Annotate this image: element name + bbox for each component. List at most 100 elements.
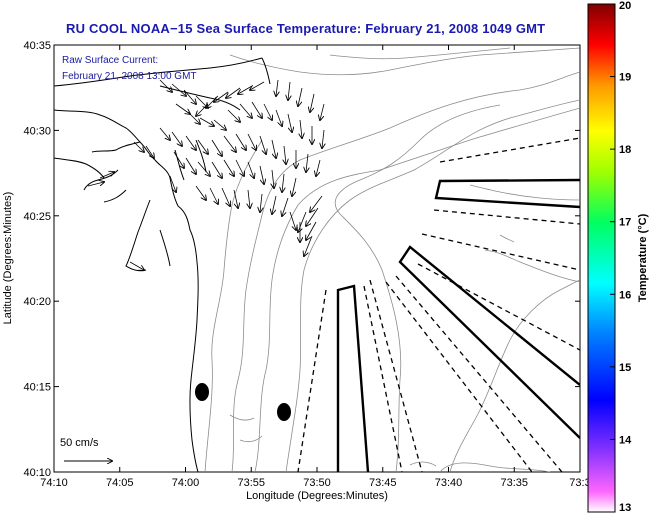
current-vector (304, 235, 313, 256)
y-axis-label: Latitude (Degrees:Minutes) (2, 192, 14, 325)
current-vector (300, 119, 302, 138)
current-vector (211, 139, 222, 156)
x-axis-label: Longitude (Degrees:Minutes) (246, 490, 388, 502)
current-vector (284, 145, 286, 164)
current-vector (195, 185, 206, 200)
current-vector (235, 133, 246, 150)
current-vector (250, 81, 265, 90)
current-vector (227, 109, 240, 122)
y-tick-label: 40:20 (23, 296, 51, 308)
current-vector (133, 141, 144, 152)
current-vector (173, 151, 184, 168)
current-vector (171, 83, 186, 96)
colorbar-tick-label: 16 (619, 289, 631, 301)
current-vector (316, 159, 321, 176)
x-tick-label: 74:10 (40, 477, 68, 489)
current-vector (310, 93, 315, 112)
current-vector (292, 177, 297, 196)
current-info-label: Raw Surface Current: (62, 55, 158, 66)
current-vector (239, 103, 252, 118)
y-tick-label: 40:30 (23, 125, 51, 137)
current-vector (248, 189, 250, 208)
current-vector (263, 103, 272, 120)
colorbar-label: Temperature (°C) (637, 213, 649, 302)
x-tick-label: 73:35 (500, 477, 528, 489)
current-vector (235, 159, 244, 176)
current-vector (276, 79, 278, 96)
y-tick-label: 40:35 (23, 40, 51, 52)
current-vector (233, 189, 238, 208)
current-vector (282, 173, 284, 192)
current-vector (271, 139, 276, 158)
x-tick-label: 73:40 (435, 477, 463, 489)
colorbar-tick-label: 18 (619, 144, 631, 156)
current-vector (169, 175, 176, 192)
current-vector (288, 81, 290, 100)
current-vector (213, 119, 226, 130)
current-vector (306, 207, 319, 226)
current-vector (259, 135, 266, 154)
current-vector (320, 103, 325, 120)
bathymetry-contours (204, 47, 580, 472)
x-tick-label: 74:05 (106, 477, 134, 489)
current-vector (272, 169, 274, 188)
colorbar (587, 3, 616, 513)
plot-area (53, 44, 581, 473)
current-vector (259, 165, 264, 184)
current-vector (223, 159, 234, 176)
current-vector (187, 111, 200, 124)
x-axis-ticks: 74:10 74:05 74:00 73:55 73:50 73:45 73:40 73:35… (40, 45, 591, 489)
coastline (54, 57, 271, 472)
current-vector (209, 187, 218, 204)
station-marker (195, 383, 209, 401)
current-vector (306, 221, 317, 240)
survey-sectors (297, 137, 580, 472)
current-vector (99, 172, 114, 179)
current-vector (289, 211, 296, 230)
current-vector (260, 193, 262, 212)
current-vector (87, 182, 104, 187)
current-vector (247, 133, 256, 150)
current-vector (211, 161, 222, 178)
current-vector (275, 109, 282, 126)
current-vector (185, 157, 196, 174)
current-vector (129, 261, 144, 270)
current-vector (159, 127, 170, 140)
colorbar-tick-label: 17 (619, 217, 631, 229)
y-tick-label: 40:25 (23, 211, 51, 223)
current-vector (197, 161, 210, 176)
current-vector (282, 197, 289, 216)
current-vector (159, 79, 172, 92)
current-vector (175, 103, 190, 114)
current-vector (251, 101, 262, 118)
current-vector (197, 139, 208, 154)
current-vector (272, 195, 277, 214)
colorbar-tick-label: 15 (619, 362, 631, 374)
map-layers (54, 47, 580, 472)
current-vector (223, 135, 236, 152)
current-vector (185, 135, 196, 150)
current-vector (322, 129, 324, 148)
current-vector (171, 131, 182, 146)
current-info-date: February 21, 2008 13:00 GMT (62, 71, 197, 82)
y-tick-label: 40:10 (23, 467, 51, 479)
colorbar-tick-label: 13 (619, 502, 631, 514)
colorbar-tick-label: 20 (619, 0, 631, 12)
y-tick-label: 40:15 (23, 382, 51, 394)
map-title: RU COOL NOAA−15 Sea Surface Temperature:… (66, 21, 546, 36)
current-vector (199, 117, 214, 126)
current-vector (221, 187, 230, 206)
current-vector (298, 87, 303, 106)
current-vector (247, 161, 254, 178)
colorbar-ticks: 20 19 18 17 16 15 14 13 (610, 0, 632, 514)
current-vector (298, 211, 307, 232)
x-tick-label: 73:50 (303, 477, 331, 489)
current-vector (183, 89, 196, 104)
current-vector (310, 195, 323, 212)
colorbar-tick-label: 14 (619, 434, 632, 446)
current-vector (287, 113, 292, 132)
station-marker (277, 403, 291, 421)
current-vector (145, 145, 154, 158)
x-tick-label: 73:45 (369, 477, 397, 489)
